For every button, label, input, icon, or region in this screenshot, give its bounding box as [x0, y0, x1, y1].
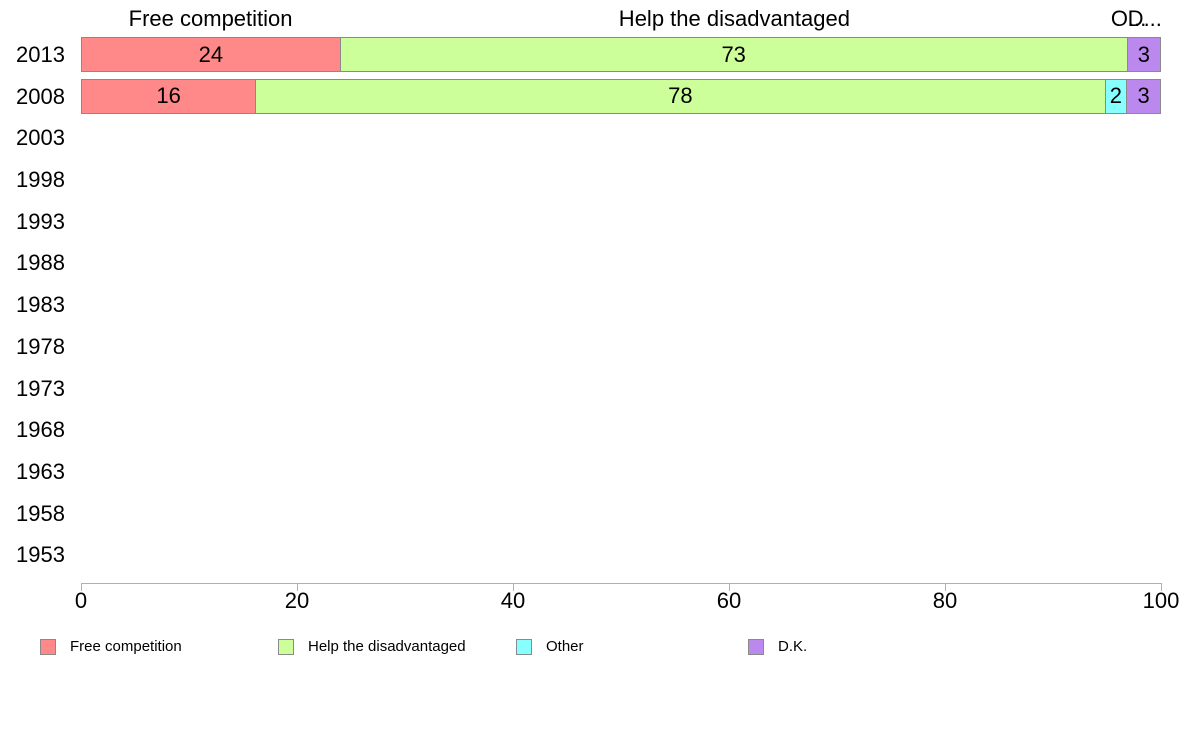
- x-axis-tick-label-20: 20: [284, 588, 310, 613]
- legend-item-help-the-disadvantaged[interactable]: Help the disadvantaged: [278, 639, 466, 655]
- chart-row-1993: 1993: [0, 201, 1188, 243]
- legend-swatch-d-k: [748, 639, 764, 655]
- x-axis-tick-0: [81, 583, 82, 591]
- y-axis-label-1988: 1988: [16, 250, 65, 276]
- segment-value-label: 16: [156, 83, 181, 109]
- legend-swatch-free-competition: [40, 639, 56, 655]
- y-axis-label-1958: 1958: [16, 500, 65, 526]
- x-axis-line: [81, 583, 1162, 584]
- segment-value-label: 73: [721, 41, 746, 67]
- y-axis-label-1978: 1978: [16, 333, 65, 359]
- legend-label-free-competition: Free competition: [70, 638, 182, 655]
- y-axis-label-1963: 1963: [16, 458, 65, 484]
- chart-row-2013: 2013 24 73 3: [0, 34, 1188, 76]
- x-axis-tick-label-60: 60: [716, 588, 742, 613]
- legend-label-d-k: D.K.: [778, 638, 808, 655]
- column-header-other: O...: [1110, 6, 1147, 31]
- chart-row-1968: 1968: [0, 409, 1188, 451]
- bar-segment-d-k-2013[interactable]: 3: [1127, 38, 1160, 71]
- y-axis-label-2003: 2003: [16, 125, 65, 151]
- chart-row-2003: 2003: [0, 117, 1188, 159]
- chart-row-1988: 1988: [0, 242, 1188, 284]
- legend-label-help-the-disadvantaged: Help the disadvantaged: [308, 638, 466, 655]
- x-axis-tick-label-0: 0: [74, 588, 88, 613]
- y-axis-label-1968: 1968: [16, 417, 65, 443]
- y-axis-label-1973: 1973: [16, 375, 65, 401]
- legend-item-other[interactable]: Other: [516, 639, 584, 655]
- x-axis-tick-60: [729, 583, 730, 591]
- y-axis-label-2013: 2013: [16, 42, 65, 67]
- y-axis-label-2008: 2008: [16, 83, 65, 109]
- legend-swatch-other: [516, 639, 532, 655]
- chart-row-1953: 1953: [0, 534, 1188, 576]
- chart-row-1973: 1973: [0, 368, 1188, 410]
- bar-segment-help-the-disadvantaged-2013[interactable]: 73: [340, 38, 1128, 71]
- x-axis-tick-40: [513, 583, 514, 591]
- chart-row-1958: 1958: [0, 493, 1188, 535]
- column-header-help-the-disadvantaged: Help the disadvantaged: [618, 6, 850, 31]
- segment-value-label: 3: [1137, 41, 1150, 67]
- bar-segment-free-competition-2013[interactable]: 24: [82, 38, 341, 71]
- y-axis-label-1953: 1953: [16, 542, 65, 568]
- bar-segment-other-2008[interactable]: 2: [1105, 79, 1128, 113]
- x-axis-tick-100: [1161, 583, 1162, 591]
- column-header-d-k: D...: [1127, 6, 1162, 31]
- legend-swatch-help-the-disadvantaged: [278, 639, 294, 655]
- x-axis-tick-20: [297, 583, 298, 591]
- legend-label-other: Other: [546, 638, 584, 655]
- chart-row-1978: 1978: [0, 326, 1188, 368]
- chart-row-2008: 2008 16 78 2 3: [0, 76, 1188, 118]
- bar-segment-help-the-disadvantaged-2008[interactable]: 78: [256, 79, 1106, 113]
- segment-value-label: 24: [198, 41, 224, 67]
- bar-segment-d-k-2008[interactable]: 3: [1127, 79, 1160, 113]
- y-axis-label-1983: 1983: [16, 292, 65, 318]
- segment-value-label: 2: [1109, 83, 1123, 109]
- x-axis-tick-80: [945, 583, 946, 591]
- y-axis-label-1998: 1998: [16, 167, 65, 193]
- x-axis-tick-label-40: 40: [500, 588, 526, 613]
- legend-item-d-k[interactable]: D.K.: [748, 639, 807, 655]
- bar-segment-free-competition-2008[interactable]: 16: [82, 79, 257, 113]
- chart-row-1998: 1998: [0, 159, 1188, 201]
- stacked-bar-2008: 16 78 2 3: [81, 78, 1161, 114]
- legend-item-free-competition[interactable]: Free competition: [40, 639, 182, 655]
- segment-value-label: 3: [1137, 83, 1150, 109]
- x-axis-tick-label-80: 80: [932, 588, 958, 613]
- x-axis-tick-label-100: 100: [1142, 588, 1180, 613]
- segment-value-label: 78: [668, 83, 693, 109]
- column-header-free-competition: Free competition: [128, 6, 293, 31]
- chart-row-1963: 1963: [0, 451, 1188, 493]
- y-axis-label-1993: 1993: [16, 208, 65, 234]
- chart-row-1983: 1983: [0, 284, 1188, 326]
- stacked-bar-2013: 24 73 3: [81, 37, 1161, 72]
